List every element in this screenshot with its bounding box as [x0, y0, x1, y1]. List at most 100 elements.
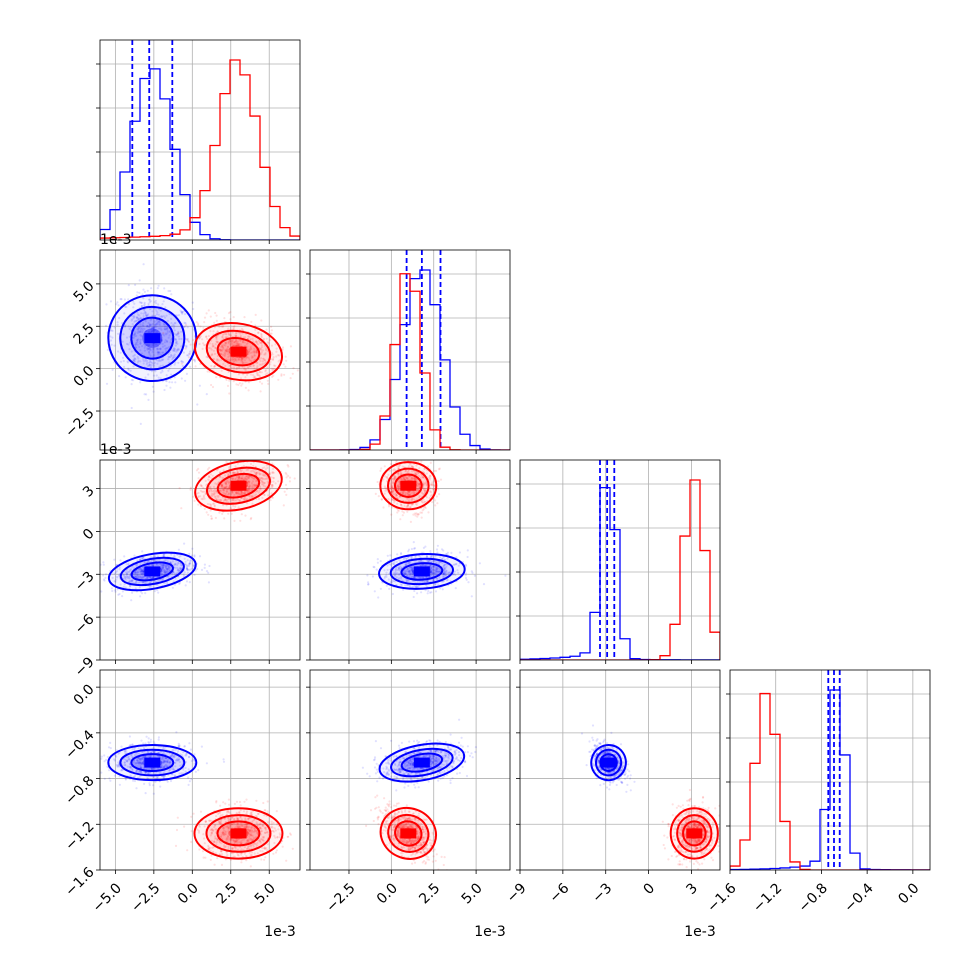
- scatter-point: [231, 513, 233, 515]
- scatter-point: [188, 553, 190, 555]
- scatter-point: [471, 570, 473, 572]
- scatter-point: [240, 385, 242, 387]
- scatter-point: [159, 786, 161, 788]
- scatter-point: [416, 457, 418, 459]
- scatter-point: [402, 514, 404, 516]
- scatter-point: [504, 575, 506, 577]
- scatter-point: [210, 316, 212, 318]
- scatter-point: [467, 549, 469, 551]
- scatter-point: [172, 587, 174, 589]
- scatter-point: [413, 541, 415, 543]
- scatter-point: [194, 500, 196, 502]
- scatter-point: [416, 516, 418, 518]
- scatter-point: [427, 511, 429, 513]
- scatter-point: [210, 518, 212, 520]
- scatter-point: [192, 496, 194, 498]
- scatter-point: [107, 349, 109, 351]
- scatter-point: [208, 467, 210, 469]
- scatter-point: [148, 737, 150, 739]
- scatter-point: [483, 583, 485, 585]
- scatter-point: [158, 285, 160, 287]
- scatter-point: [192, 308, 194, 310]
- scatter-point: [191, 548, 193, 550]
- scatter-point: [243, 316, 245, 318]
- scatter-point: [169, 290, 171, 292]
- scatter-point: [438, 493, 440, 495]
- scatter-point: [210, 384, 212, 386]
- scatter-point: [218, 512, 220, 514]
- y-tick-label-1: 2.5: [71, 321, 98, 348]
- scatter-point: [141, 592, 143, 594]
- scatter-point: [139, 381, 141, 383]
- y-tick-label-1: −2.5: [62, 405, 97, 440]
- scatter-point: [429, 592, 431, 594]
- scatter-point: [239, 382, 241, 384]
- scatter-point: [400, 450, 402, 452]
- scatter-point: [152, 386, 154, 388]
- scatter-point: [471, 595, 473, 597]
- y-offset-label-2: 1e-3: [100, 442, 131, 458]
- y-tick-label-2: −6: [72, 611, 98, 637]
- scatter-point: [241, 513, 243, 515]
- scatter-point: [271, 333, 273, 335]
- scatter-point: [185, 584, 187, 586]
- scatter-point: [401, 510, 403, 512]
- scatter-point: [189, 780, 191, 782]
- scatter-point: [259, 457, 261, 459]
- scatter-point: [131, 592, 133, 594]
- scatter-point: [188, 742, 190, 744]
- scatter-point: [123, 555, 125, 557]
- scatter-point: [438, 468, 440, 470]
- scatter-point: [104, 778, 106, 780]
- scatter-point: [167, 781, 169, 783]
- scatter-point: [135, 787, 137, 789]
- scatter-point: [157, 287, 159, 289]
- scatter-point: [416, 457, 418, 459]
- scatter-point: [436, 502, 438, 504]
- scatter-point: [144, 291, 146, 293]
- y-offset-label-1: 1e-3: [100, 232, 131, 248]
- panel-content: [84, 442, 306, 660]
- scatter-point: [286, 476, 288, 478]
- scatter-point: [377, 596, 379, 598]
- scatter-point: [419, 512, 421, 514]
- histogram-panel-2: [516, 460, 720, 664]
- scatter-point: [386, 585, 388, 587]
- scatter-point: [241, 383, 243, 385]
- scatter-point: [228, 312, 230, 314]
- scatter-point: [127, 298, 129, 300]
- scatter-point: [198, 452, 200, 454]
- scatter-point: [377, 481, 379, 483]
- scatter-point: [140, 423, 142, 425]
- scatter-point: [289, 480, 291, 482]
- scatter-point: [277, 379, 279, 381]
- scatter-point: [119, 784, 121, 786]
- scatter-point: [206, 511, 208, 513]
- scatter-point: [442, 588, 444, 590]
- scatter-point: [196, 403, 198, 405]
- scatter-point: [118, 375, 120, 377]
- scatter-point: [412, 514, 414, 516]
- scatter-point: [450, 552, 452, 554]
- scatter-point: [420, 591, 422, 593]
- scatter-point: [107, 756, 109, 758]
- scatter-point: [251, 456, 253, 458]
- scatter-panel-2-1: [306, 447, 510, 664]
- scatter-point: [95, 589, 97, 591]
- scatter-point: [216, 315, 218, 317]
- scatter-point: [206, 570, 208, 572]
- scatter-point: [283, 504, 285, 506]
- scatter-point: [285, 494, 287, 496]
- scatter-point: [429, 550, 431, 552]
- scatter-point: [197, 468, 199, 470]
- scatter-point: [375, 493, 377, 495]
- scatter-point: [199, 385, 201, 387]
- scatter-point: [367, 583, 369, 585]
- scatter-point: [215, 517, 217, 519]
- scatter-point: [390, 514, 392, 516]
- scatter-point: [467, 556, 469, 558]
- scatter-point: [189, 581, 191, 583]
- scatter-point: [285, 356, 287, 358]
- scatter-point: [442, 549, 444, 551]
